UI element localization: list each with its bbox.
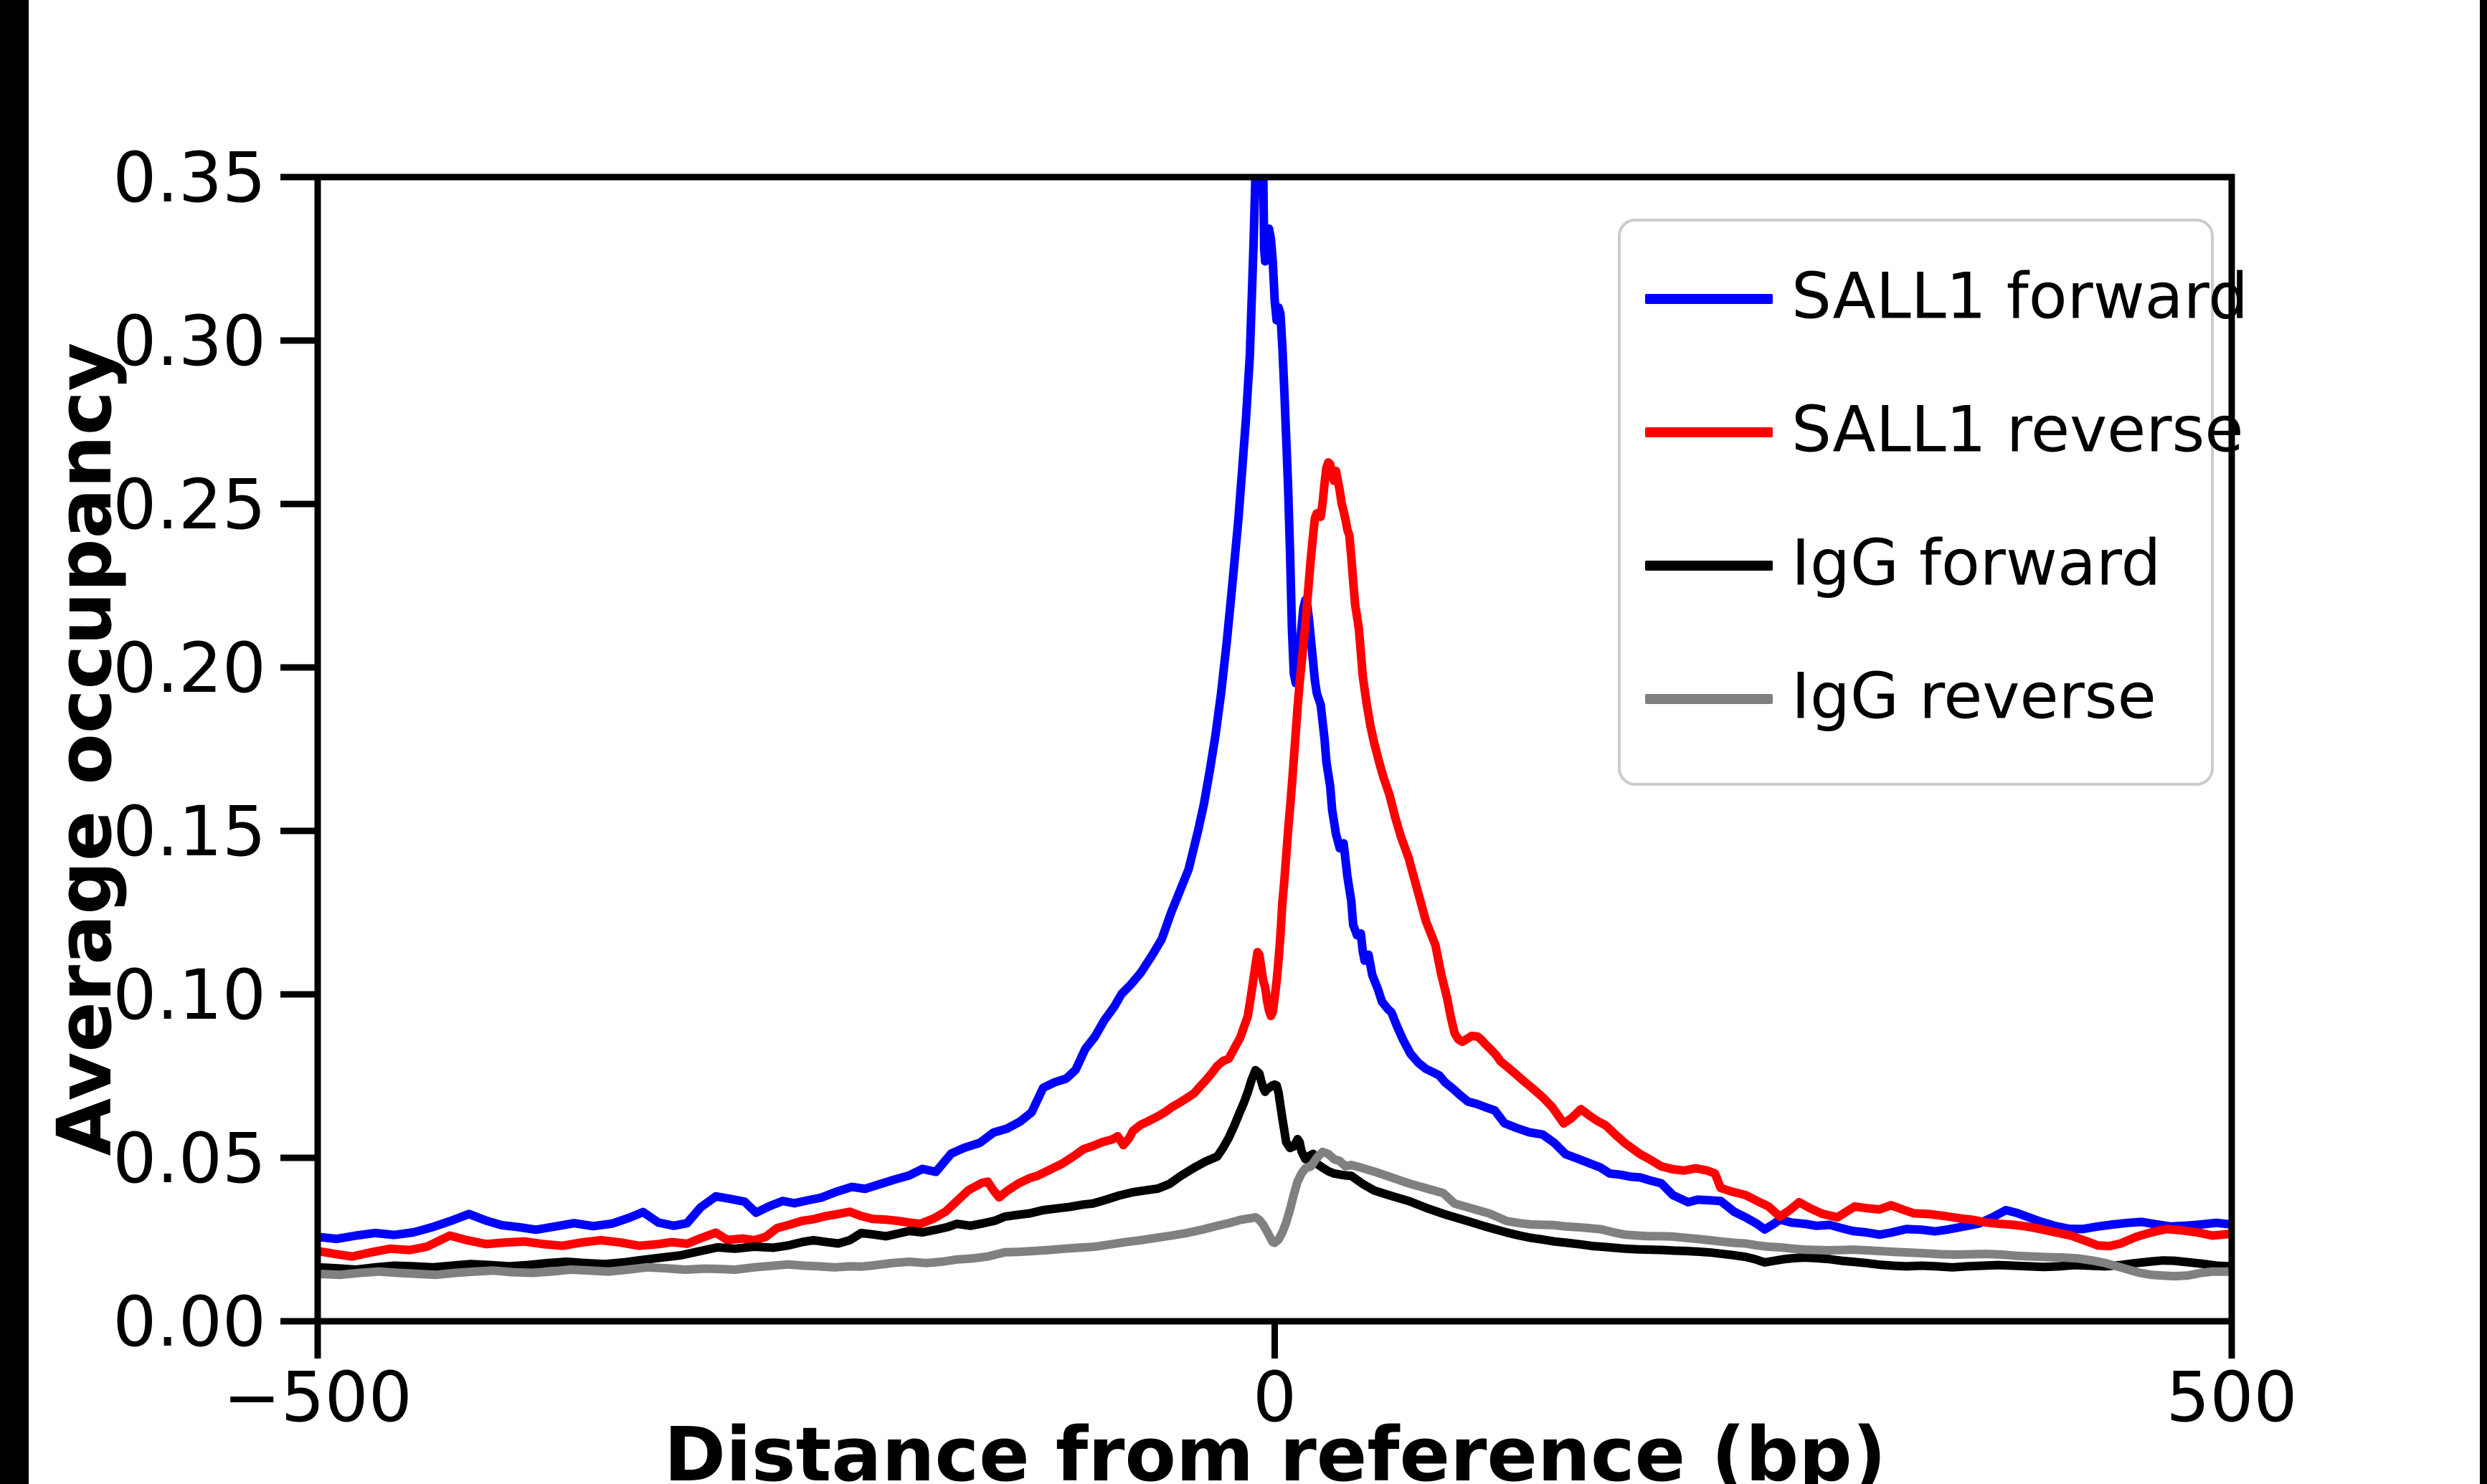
y-tick-label: 0.30 xyxy=(113,301,266,381)
left-black-bar xyxy=(0,0,29,1484)
legend-line-sample xyxy=(1645,694,1773,704)
legend-label: SALL1 forward xyxy=(1791,259,2249,333)
legend-line-sample xyxy=(1645,294,1773,304)
y-tick-label: 0.25 xyxy=(113,465,266,545)
y-axis-title: Average occupancy xyxy=(41,342,128,1156)
y-tick-label: 0.00 xyxy=(113,1282,266,1362)
legend-label: SALL1 reverse xyxy=(1791,392,2244,467)
series-line-sall1-reverse xyxy=(318,458,2232,1261)
y-tick-label: 0.10 xyxy=(113,955,266,1035)
legend-label: IgG reverse xyxy=(1791,659,2156,733)
legend: SALL1 forward SALL1 reverse IgG forward IgG… xyxy=(1618,219,2248,786)
legend-line-sample xyxy=(1645,427,1773,437)
legend-label: IgG forward xyxy=(1791,525,2161,600)
x-tick-label: 500 xyxy=(2166,1357,2297,1437)
y-tick-label: 0.15 xyxy=(113,791,266,872)
legend-line-sample xyxy=(1645,561,1773,571)
x-axis-title: Distance from reference (bp) xyxy=(663,1411,1887,1484)
y-tick-label: 0.20 xyxy=(113,628,266,708)
x-tick-label: 0 xyxy=(1253,1357,1297,1437)
series-line-igg-forward xyxy=(318,1065,2232,1274)
series-line-igg-reverse xyxy=(318,1147,2232,1281)
y-tick-label: 0.35 xyxy=(113,138,266,218)
x-tick-label: −500 xyxy=(223,1357,412,1437)
right-black-bar xyxy=(2480,0,2487,1484)
y-tick-label: 0.05 xyxy=(113,1118,266,1199)
axes-frame xyxy=(314,173,2235,1325)
